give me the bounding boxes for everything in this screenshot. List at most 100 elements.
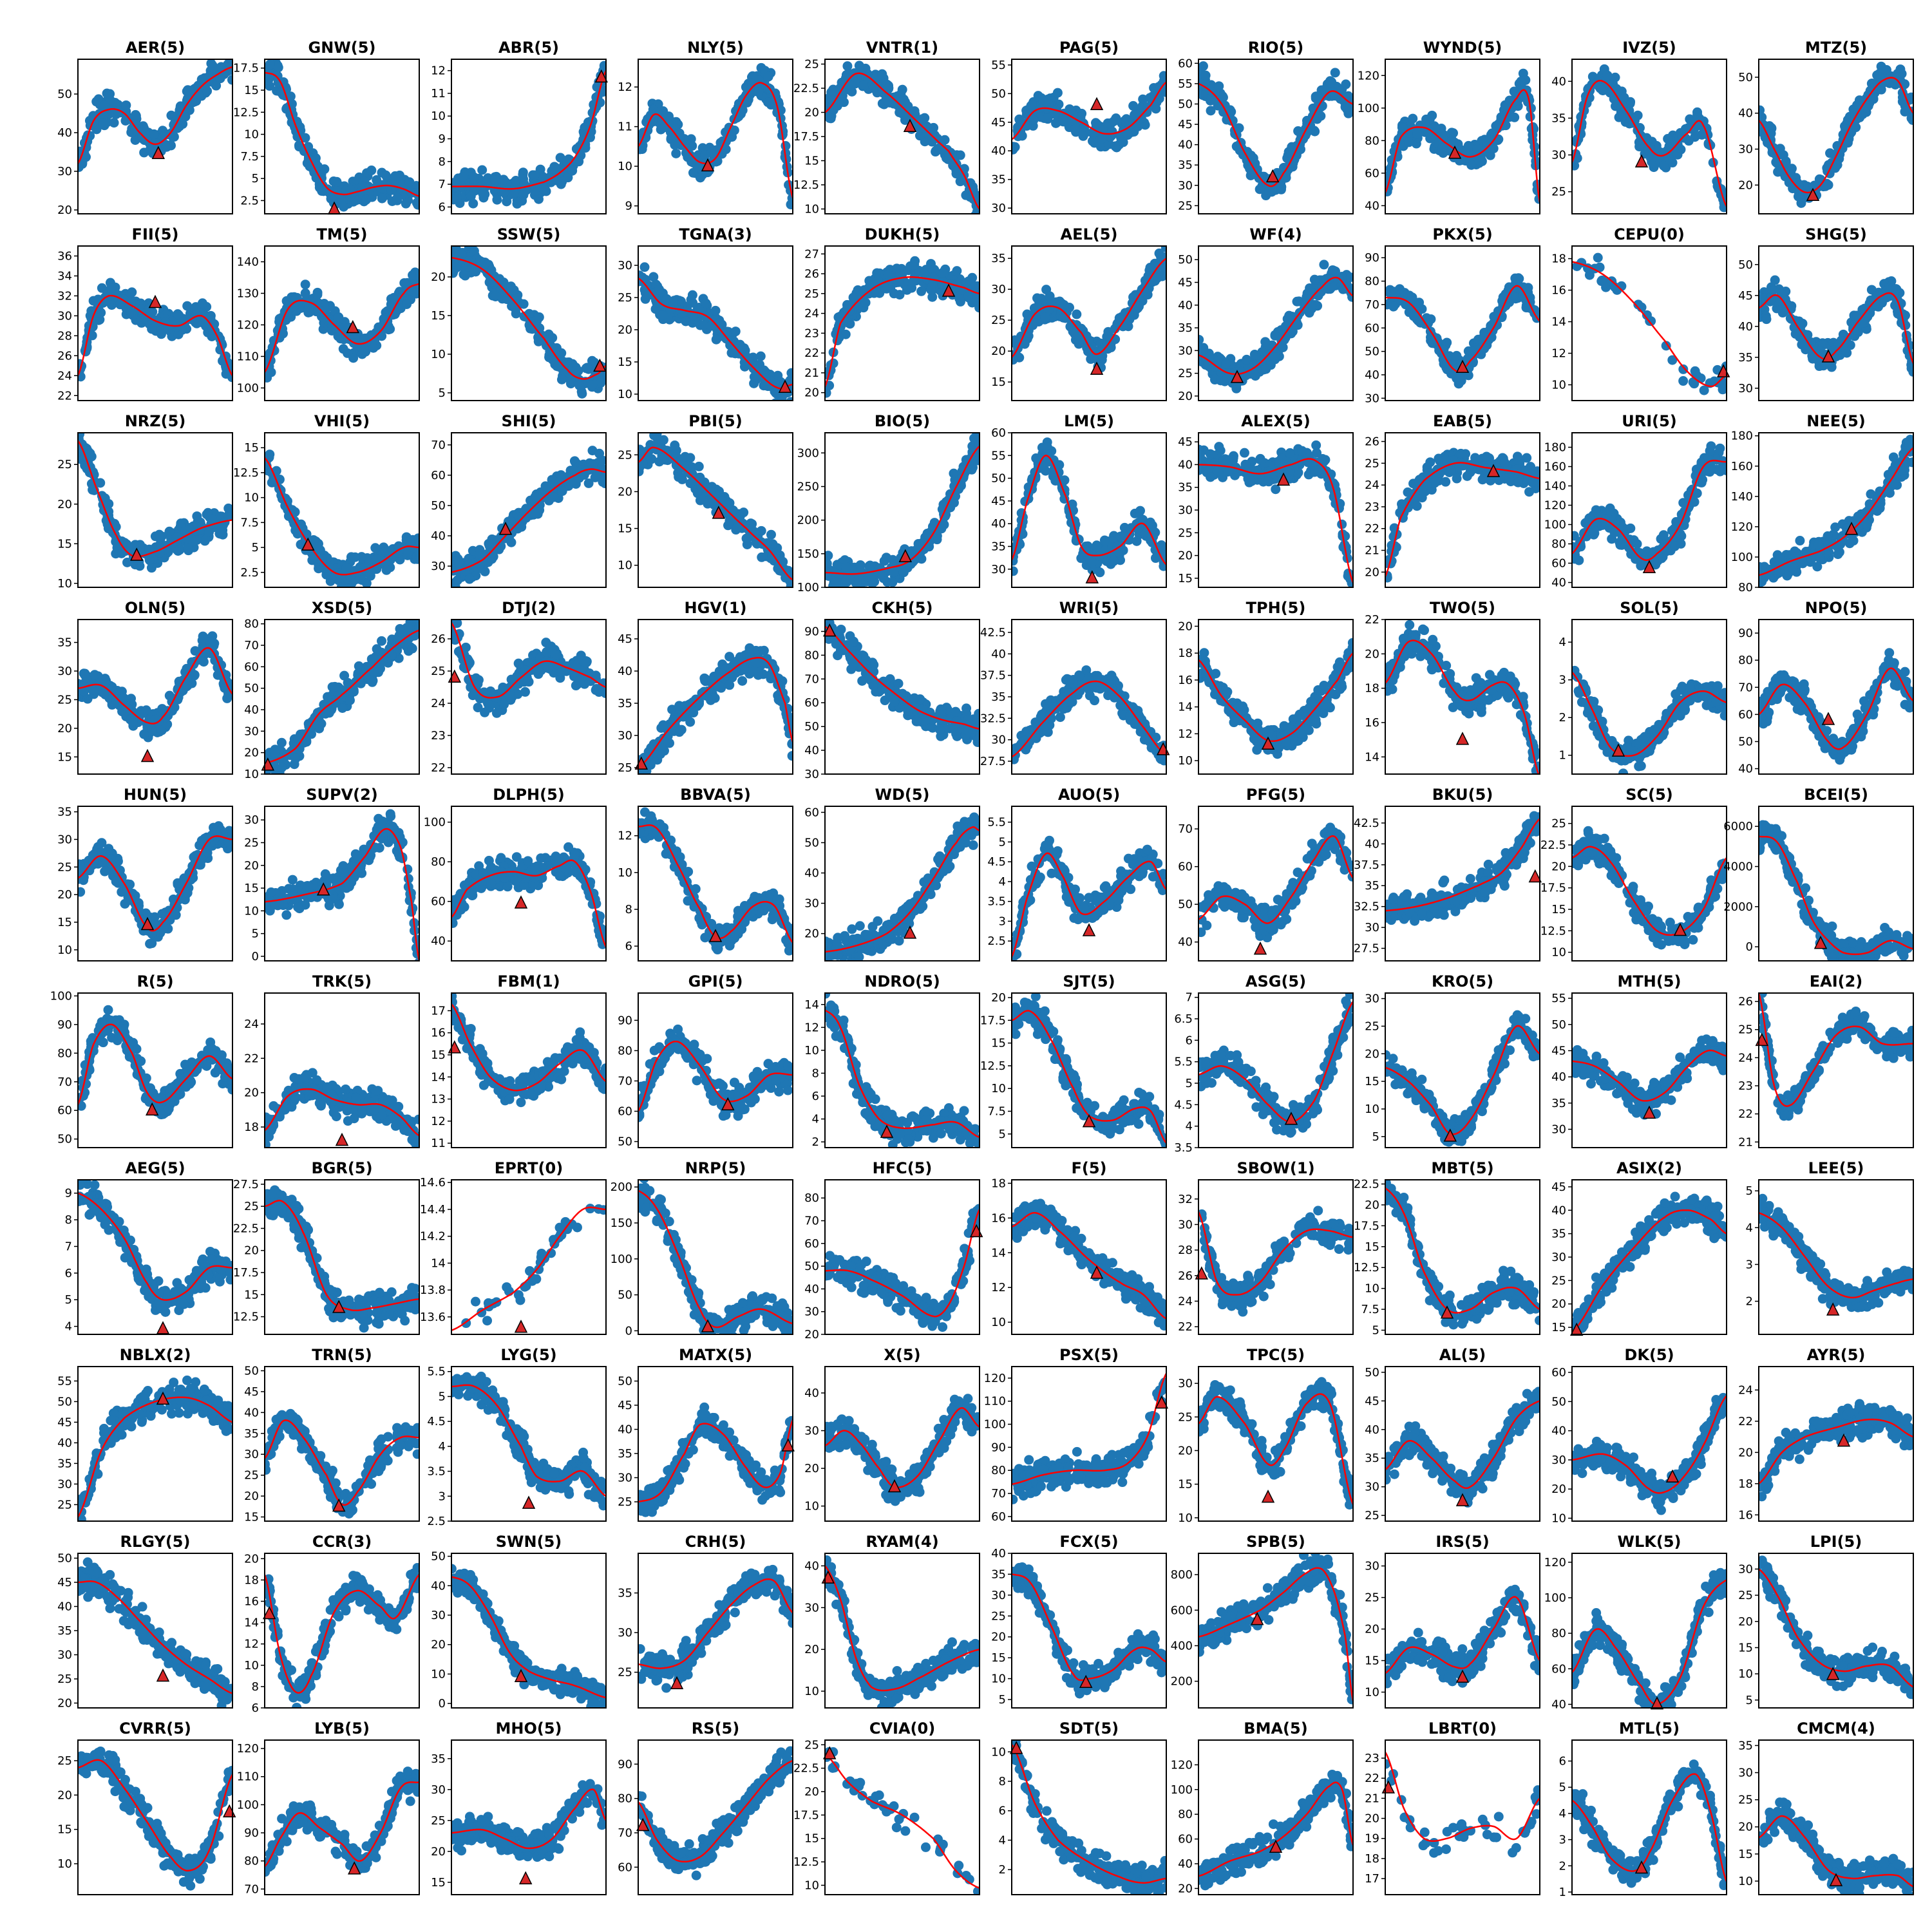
y-tick-label: 60 — [1365, 167, 1379, 180]
y-tick-label: 40 — [1738, 107, 1753, 120]
data-point — [386, 185, 397, 195]
data-point — [1504, 282, 1514, 292]
y-tick-label: 110 — [237, 350, 259, 363]
subplot-title: NLY(5) — [687, 39, 744, 57]
data-point — [140, 128, 151, 138]
data-point — [1027, 100, 1037, 110]
y-tick-label: 40 — [1738, 320, 1753, 334]
y-tick-label: 12 — [1551, 347, 1566, 361]
data-point — [1455, 372, 1465, 383]
y-tick-label: 45 — [1738, 289, 1753, 303]
y-tick-label: 20 — [804, 106, 819, 120]
data-point — [1040, 312, 1050, 323]
data-point — [207, 514, 218, 524]
data-point — [533, 336, 544, 346]
data-point — [509, 285, 519, 295]
data-point — [192, 511, 202, 522]
fit-curve — [638, 82, 793, 198]
subplot-title: RIO(5) — [1248, 39, 1303, 57]
scatter-points — [1198, 260, 1353, 393]
data-point — [1634, 142, 1645, 152]
data-point — [1271, 352, 1281, 363]
subplot-title: TGNA(3) — [679, 225, 752, 243]
data-point — [1778, 287, 1788, 297]
marker-triangle — [701, 158, 715, 172]
data-point — [883, 270, 893, 280]
axes-frame — [77, 59, 233, 214]
y-tick-label: 15 — [618, 355, 632, 369]
y-tick-label: 12.5 — [793, 178, 819, 192]
subplot-title: ABR(5) — [498, 39, 559, 57]
fit-curve-group — [825, 72, 980, 210]
data-point — [1014, 130, 1025, 140]
data-point — [518, 190, 529, 200]
y-tick-label: 10 — [804, 203, 819, 216]
y-tick-label: 30 — [1178, 179, 1193, 193]
y-tick-label: 35 — [1178, 321, 1193, 335]
data-point — [1142, 107, 1152, 117]
data-point — [130, 135, 140, 145]
data-point — [844, 300, 854, 310]
data-point — [828, 105, 838, 115]
data-point — [1043, 99, 1054, 109]
data-point — [451, 194, 459, 205]
data-point — [1327, 265, 1338, 276]
data-point — [1245, 170, 1256, 180]
data-point — [1052, 88, 1063, 98]
data-point — [1214, 81, 1224, 91]
data-point — [1221, 359, 1231, 369]
marker-triangle — [151, 146, 166, 159]
y-tick-label: 30 — [991, 202, 1006, 215]
data-point — [952, 266, 962, 276]
y-tick-label: 60 — [1365, 321, 1379, 335]
data-point — [1145, 93, 1155, 103]
fit-curve-group — [78, 66, 232, 164]
y-tick-label: 34 — [57, 269, 72, 283]
y-tick-label: 15 — [991, 375, 1006, 389]
data-point — [877, 69, 887, 79]
fit-curve-group — [451, 70, 606, 190]
marker-triangle — [594, 69, 609, 83]
data-point — [562, 155, 572, 166]
data-point — [204, 527, 214, 537]
data-point — [972, 216, 981, 226]
subplot-title: SSW(5) — [497, 225, 561, 243]
data-point — [961, 278, 972, 288]
data-point — [466, 191, 476, 202]
data-point — [469, 172, 479, 182]
y-tick-label: 12.5 — [233, 106, 259, 119]
data-point — [93, 294, 103, 305]
y-tick-label: 20 — [804, 386, 819, 400]
subplot-title: TM(5) — [317, 225, 368, 243]
data-point — [1109, 116, 1119, 126]
data-point — [1790, 328, 1801, 339]
y-tick-label: 50 — [1738, 258, 1753, 272]
data-point — [401, 198, 411, 209]
data-point — [215, 529, 225, 539]
data-point — [639, 262, 650, 272]
data-point — [99, 100, 109, 111]
data-point — [654, 284, 665, 294]
data-point — [357, 181, 367, 191]
data-point — [1404, 137, 1414, 147]
data-point — [162, 142, 172, 152]
data-point — [126, 307, 137, 317]
data-point — [579, 140, 589, 151]
y-tick-label: 21 — [804, 366, 819, 380]
data-point — [109, 118, 119, 128]
data-point — [1678, 376, 1689, 386]
fit-curve — [78, 66, 232, 164]
subplot-title: VNTR(1) — [866, 39, 938, 57]
y-tick-label: 24 — [57, 369, 72, 383]
data-point — [1032, 293, 1043, 303]
data-point — [147, 307, 157, 317]
y-tick-label: 35 — [1738, 351, 1753, 365]
data-point — [938, 267, 948, 278]
data-point — [714, 318, 724, 328]
fit-curve — [451, 70, 606, 190]
data-point — [173, 309, 183, 319]
data-point — [272, 71, 283, 81]
y-tick-label: 35 — [991, 252, 1006, 265]
